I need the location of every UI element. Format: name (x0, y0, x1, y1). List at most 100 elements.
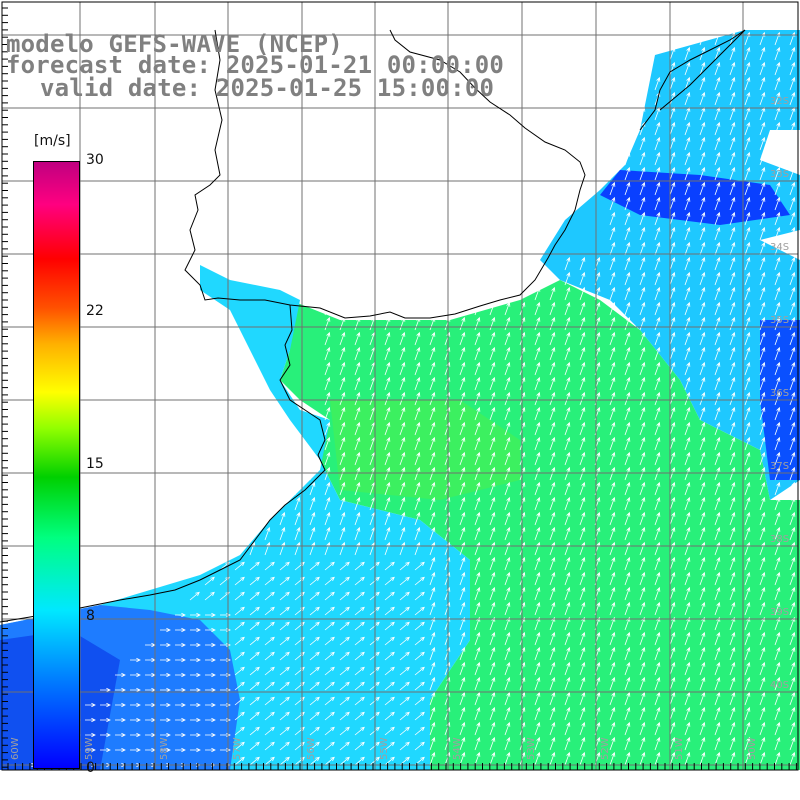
wind-arrow (354, 726, 365, 736)
wind-arrow (429, 586, 436, 601)
wind-arrow (684, 301, 691, 316)
wind-arrow (759, 46, 766, 61)
wind-arrow (759, 721, 766, 736)
wind-arrow (669, 571, 676, 586)
wind-arrow (459, 616, 466, 631)
wind-arrow (714, 361, 721, 376)
wind-arrow (774, 331, 781, 346)
wind-arrow (459, 466, 466, 481)
wind-arrow (324, 526, 331, 541)
wind-arrow (609, 706, 616, 721)
latitude-labels: 32S 33S 34S 35S 36S 37S 38S 39S 40S (770, 96, 789, 691)
wind-arrow (339, 681, 350, 691)
wind-arrow (564, 346, 571, 361)
wind-arrow (564, 376, 571, 391)
wind-arrow (609, 661, 616, 676)
wind-arrow (564, 661, 571, 676)
wind-arrow (714, 751, 721, 766)
wind-arrow (279, 561, 290, 571)
wind-arrow (699, 436, 706, 451)
wind-arrow (699, 226, 706, 241)
wind-arrow (564, 586, 571, 601)
wind-arrow (714, 271, 721, 286)
wind-arrow (264, 741, 275, 751)
wind-arrow (324, 316, 331, 331)
wind-arrow (789, 136, 796, 151)
wind-arrow (474, 286, 481, 301)
wind-arrow (429, 376, 436, 391)
colorbar-tick-22: 22 (86, 303, 104, 319)
wind-arrow (399, 436, 406, 451)
wind-arrow (609, 481, 616, 496)
wind-arrow (729, 721, 736, 736)
wind-arrow (639, 316, 646, 331)
wind-arrow (339, 466, 346, 481)
wind-arrow (414, 696, 425, 706)
wind-arrow (789, 601, 796, 616)
wind-arrow (684, 586, 691, 601)
wind-arrow (744, 646, 751, 661)
wind-arrow (714, 586, 721, 601)
wind-arrow (609, 376, 616, 391)
wind-arrow (774, 196, 781, 211)
wind-arrow (534, 481, 541, 496)
wind-arrow (249, 681, 260, 691)
wind-arrow (609, 211, 616, 226)
wind-arrow (714, 601, 721, 616)
wind-arrow (549, 451, 556, 466)
wind-arrow (294, 481, 301, 496)
wind-arrow (429, 556, 436, 571)
wind-arrow (624, 661, 631, 676)
wind-arrow (759, 76, 766, 91)
wind-arrow (339, 591, 350, 601)
wind-arrow (459, 436, 466, 451)
wind-arrow (459, 421, 466, 436)
wind-arrow (714, 136, 721, 151)
wind-arrow (609, 346, 616, 361)
wind-arrow (759, 376, 766, 391)
wind-arrow (654, 526, 661, 541)
wind-arrow (429, 646, 436, 661)
wind-arrow (339, 666, 350, 676)
wind-arrow (429, 451, 436, 466)
wind-arrow (774, 691, 781, 706)
wind-arrow (639, 376, 646, 391)
wind-arrow (669, 556, 676, 571)
wind-arrow (759, 391, 766, 406)
wind-arrow (504, 706, 511, 721)
wind-arrow (609, 166, 616, 181)
wind-arrow (789, 91, 796, 106)
wind-arrow (729, 181, 736, 196)
wind-arrow (774, 466, 781, 481)
wind-arrow (309, 711, 320, 721)
wind-arrow (384, 316, 391, 331)
wind-arrow (654, 436, 661, 451)
wind-arrow (130, 747, 141, 753)
wind-arrow (339, 561, 350, 571)
wind-arrow (549, 286, 556, 301)
wind-arrow (324, 541, 331, 556)
wind-arrow (789, 286, 796, 301)
wind-arrow (774, 436, 781, 451)
wind-arrow (339, 481, 346, 496)
wind-arrow (279, 621, 290, 631)
wind-arrow (639, 331, 646, 346)
wind-arrow (474, 751, 481, 766)
wind-arrow (489, 676, 496, 691)
wind-arrow (624, 211, 631, 226)
wind-arrow (744, 556, 751, 571)
wind-arrow (729, 121, 736, 136)
wind-arrow (354, 376, 361, 391)
wind-arrow (669, 631, 676, 646)
wind-arrow (669, 286, 676, 301)
wind-arrow (744, 751, 751, 766)
wind-arrow (729, 316, 736, 331)
wind-arrow (504, 466, 511, 481)
wind-arrow (474, 376, 481, 391)
wind-arrow (534, 406, 541, 421)
wind-arrow (729, 361, 736, 376)
wind-arrow (249, 711, 260, 721)
wind-arrow (639, 166, 646, 181)
wind-arrow (504, 286, 511, 301)
longitude-label: 60W (10, 737, 21, 760)
